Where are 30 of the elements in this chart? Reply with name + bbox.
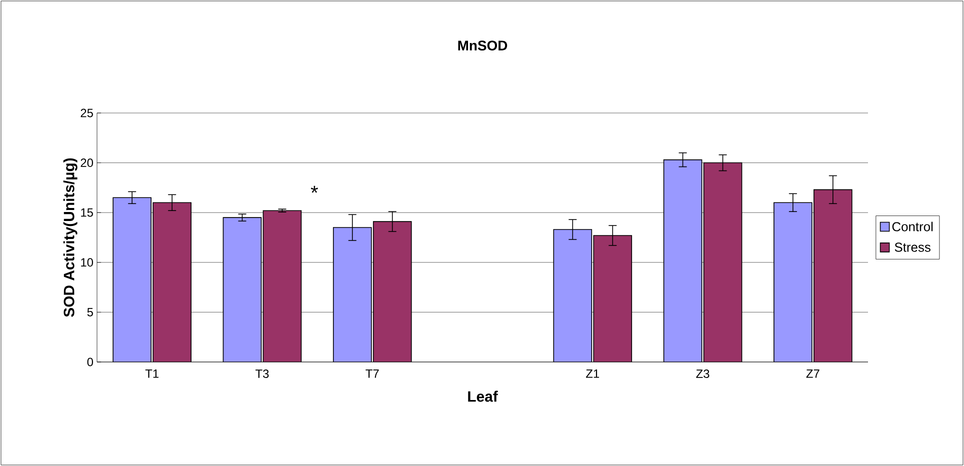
bar <box>332 227 372 362</box>
x-tick-label: Z3 <box>696 370 710 378</box>
x-axis-title: Leaf <box>468 390 498 402</box>
bar <box>372 221 412 362</box>
chart-title: MnSOD <box>458 40 508 50</box>
x-tick-label: T3 <box>256 370 269 378</box>
annotation: * <box>310 186 318 193</box>
y-axis-title: SOD Activity(Units/µg) <box>63 158 78 317</box>
bar <box>222 217 262 362</box>
x-tick-label: Z1 <box>586 370 600 378</box>
bar <box>553 229 592 362</box>
y-tick-label: 0 <box>87 358 94 366</box>
x-tick-label: T7 <box>366 370 379 378</box>
legend-label: Stress <box>894 242 930 252</box>
y-tick-label: 5 <box>87 308 93 316</box>
legend-label: Control <box>892 222 933 232</box>
bar <box>593 235 632 362</box>
x-tick-label: T1 <box>145 370 158 378</box>
bar <box>112 197 152 362</box>
bar <box>152 202 192 362</box>
bar <box>774 202 812 362</box>
bar <box>262 210 302 362</box>
y-tick-label: 20 <box>80 158 94 168</box>
y-tick-label: 25 <box>80 108 93 118</box>
x-tick-label: Z7 <box>806 370 820 378</box>
bar <box>663 159 702 362</box>
y-tick-label: 15 <box>81 208 93 217</box>
bar <box>814 189 852 362</box>
y-tick-label: 10 <box>81 258 94 267</box>
bar <box>703 162 742 362</box>
